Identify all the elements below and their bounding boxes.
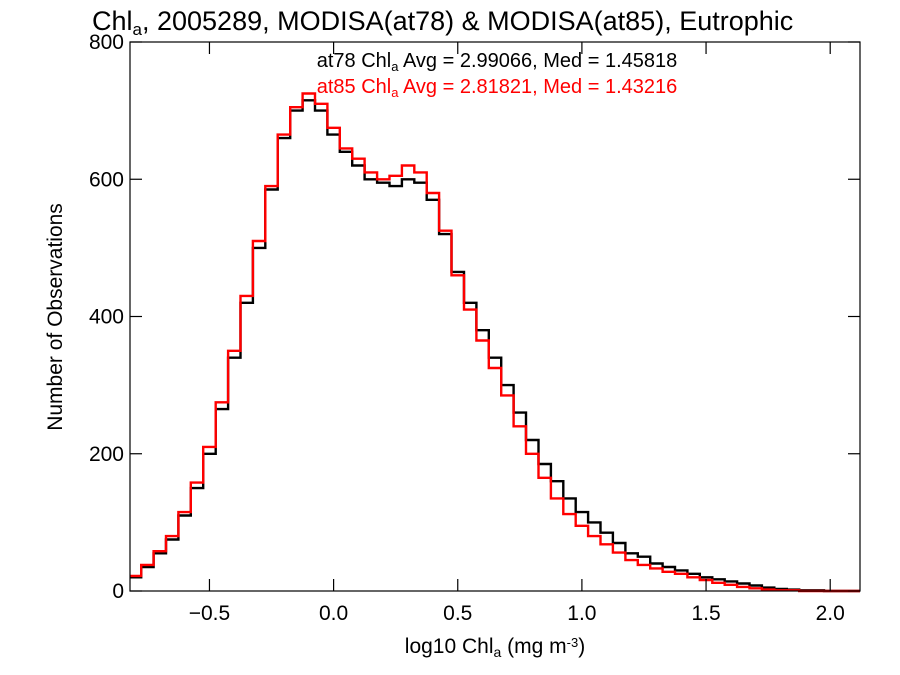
annotation-text: at78 Chl [317, 50, 392, 72]
annotation-at78: at78 Chla Avg = 2.99066, Med = 1.45818 [317, 50, 677, 74]
annotation-layer: at78 Chla Avg = 2.99066, Med = 1.45818at… [317, 50, 677, 100]
x-tick-label: 1.5 [691, 602, 720, 625]
series-layer [130, 92, 860, 593]
annotation-at85: at85 Chla Avg = 2.81821, Med = 1.43216 [317, 76, 677, 100]
chart-title: Chla, 2005289, MODISA(at78) & MODISA(at8… [92, 6, 793, 39]
annotation-subscript: a [391, 59, 399, 74]
y-tick-label: 600 [89, 168, 124, 191]
x-tick-label: −0.5 [189, 602, 230, 625]
x-tick-label: 0.5 [443, 602, 472, 625]
y-tick-label: 800 [89, 31, 124, 54]
annotation-text: at85 Chl [317, 76, 392, 98]
series-line-at78 [130, 99, 860, 593]
chart-title-text: Chl [92, 6, 133, 36]
x-axis-label-close: ) [578, 635, 585, 658]
x-tick-label: 2.0 [816, 602, 845, 625]
x-axis-label-text: log10 Chl [405, 635, 494, 658]
ticks-layer: −0.5 0.0 0.5 1.0 1.5 2.0 0 200 400 600 800 [89, 31, 860, 625]
x-axis-label-units: (mg m [501, 635, 566, 658]
chart-title-subscript: a [133, 20, 143, 39]
x-tick-label: 0.0 [319, 602, 348, 625]
annotation-values: Avg = 2.81821, Med = 1.43216 [398, 76, 677, 98]
y-tick-label: 0 [112, 580, 124, 603]
series-line-at85 [130, 92, 860, 593]
chart-title-rest: , 2005289, MODISA(at78) & MODISA(at85), … [142, 6, 793, 36]
annotation-values: Avg = 2.99066, Med = 1.45818 [398, 50, 677, 72]
y-tick-label: 400 [89, 306, 124, 329]
x-axis-label-superscript: -3 [567, 635, 579, 650]
y-axis-label: Number of Observations [44, 203, 67, 431]
annotation-subscript: a [391, 85, 399, 100]
x-tick-label: 1.0 [567, 602, 596, 625]
plot-frame [129, 41, 861, 592]
x-axis-label-subscript: a [494, 644, 502, 660]
y-tick-label: 200 [89, 443, 124, 466]
x-axis-label: log10 Chla (mg m-3) [405, 635, 585, 660]
